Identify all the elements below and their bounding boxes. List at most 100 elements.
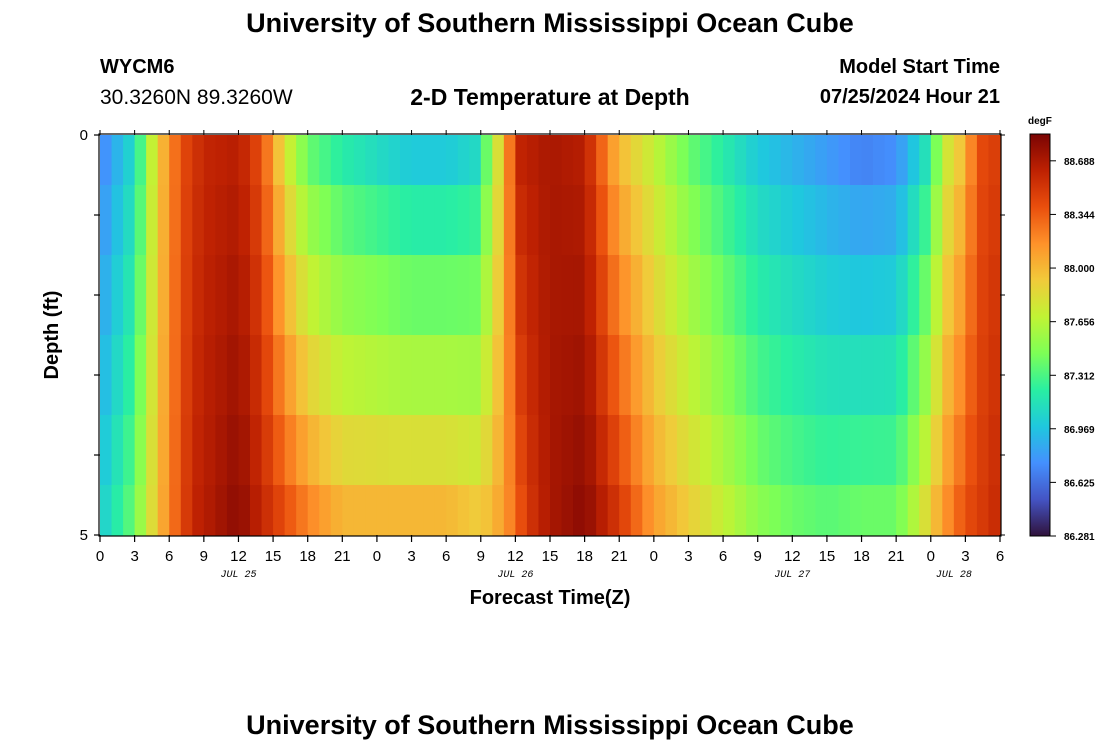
heatmap-cell <box>100 485 113 536</box>
heatmap-cell <box>226 135 240 186</box>
footer-title: University of Southern Mississippi Ocean… <box>246 710 854 740</box>
heatmap-cell <box>146 185 159 256</box>
heatmap-cell <box>930 255 943 336</box>
heatmap-cell <box>653 485 666 536</box>
heatmap-cell <box>907 335 920 416</box>
heatmap-cell <box>480 415 493 486</box>
heatmap-cell <box>388 185 401 256</box>
y-tick-label: 5 <box>80 527 88 544</box>
heatmap-cell <box>734 185 747 256</box>
heatmap-cell <box>688 335 701 416</box>
heatmap-cell <box>757 135 770 186</box>
heatmap-cell <box>134 185 147 256</box>
x-tick-label: 0 <box>650 548 658 565</box>
heatmap-cell <box>480 185 493 256</box>
heatmap-cell <box>180 185 193 256</box>
heatmap-cell <box>388 335 401 416</box>
heatmap-cell <box>192 415 205 486</box>
station-id: WYCM6 <box>100 56 175 78</box>
heatmap-cell <box>988 135 1001 186</box>
heatmap-cell <box>988 415 1001 486</box>
heatmap-cell <box>653 135 666 186</box>
heatmap-cell <box>630 135 643 186</box>
heatmap-cell <box>169 485 182 536</box>
colorbar-tick-label: 87.312 <box>1064 371 1095 382</box>
heatmap-cell <box>665 485 678 536</box>
heatmap-cell <box>561 135 574 186</box>
x-tick-label: 0 <box>927 548 935 565</box>
x-tick-label: 6 <box>442 548 450 565</box>
heatmap-cell <box>815 485 828 536</box>
heatmap-cell <box>550 185 563 256</box>
model-start-label: Model Start Time <box>839 56 1000 78</box>
heatmap-cell <box>146 415 159 486</box>
heatmap-cell <box>457 415 470 486</box>
heatmap-cell <box>526 135 540 186</box>
heatmap-cell <box>284 485 297 536</box>
heatmap-cell <box>757 415 770 486</box>
heatmap-cell <box>538 255 551 336</box>
heatmap-cell <box>250 135 263 186</box>
heatmap-cell <box>930 335 943 416</box>
heatmap-cell <box>342 135 355 186</box>
heatmap-cell <box>423 485 436 536</box>
heatmap-cell <box>307 135 320 186</box>
heatmap-cell <box>642 485 655 536</box>
heatmap-cell <box>653 415 666 486</box>
heatmap-cell <box>423 185 436 256</box>
heatmap-cell <box>861 135 874 186</box>
heatmap-cell <box>861 185 874 256</box>
x-date-label: JUL 26 <box>497 570 533 581</box>
x-tick-label: 18 <box>576 548 593 565</box>
heatmap-cell <box>711 485 724 536</box>
heatmap-cell <box>365 255 378 336</box>
heatmap-cell <box>573 415 586 486</box>
heatmap-cell <box>838 185 851 256</box>
heatmap-cell <box>873 485 886 536</box>
heatmap-cell <box>203 185 216 256</box>
x-tick-label: 12 <box>230 548 247 565</box>
heatmap-cell <box>630 335 643 416</box>
heatmap-cell <box>884 255 897 336</box>
heatmap-cell <box>953 185 966 256</box>
x-date-label: JUL 28 <box>936 570 972 581</box>
heatmap-cell <box>273 485 286 536</box>
heatmap-cell <box>746 185 759 256</box>
x-tick-label: 6 <box>996 548 1004 565</box>
heatmap-cell <box>226 335 240 416</box>
heatmap-cell <box>157 185 170 256</box>
heatmap-cell <box>457 185 470 256</box>
heatmap-cell <box>526 415 540 486</box>
y-axis: 05 <box>80 127 1005 544</box>
heatmap-cell <box>515 485 528 536</box>
y-tick-label: 0 <box>80 127 88 144</box>
heatmap-cell <box>273 415 286 486</box>
heatmap-cell <box>919 255 932 336</box>
heatmap-cell <box>884 415 897 486</box>
heatmap-cell <box>250 415 263 486</box>
heatmap-cell <box>907 185 920 256</box>
heatmap-cell <box>838 255 851 336</box>
heatmap-cell <box>365 415 378 486</box>
heatmap-cell <box>780 485 793 536</box>
heatmap-cell <box>573 185 586 256</box>
colorbar-tick-label: 86.281 <box>1064 532 1095 543</box>
heatmap-cell <box>307 185 320 256</box>
x-tick-label: 3 <box>130 548 138 565</box>
heatmap-cell <box>688 485 701 536</box>
heatmap-cell <box>203 255 216 336</box>
heatmap-cell <box>769 135 782 186</box>
heatmap-cell <box>607 415 620 486</box>
heatmap-cell <box>526 335 540 416</box>
heatmap-cell <box>261 135 274 186</box>
heatmap-cell <box>400 415 413 486</box>
colorbar-tick-label: 86.625 <box>1064 478 1095 489</box>
heatmap-cell <box>169 135 182 186</box>
heatmap-cell <box>503 185 516 256</box>
model-start-value: 07/25/2024 Hour 21 <box>819 86 1000 108</box>
heatmap-cell <box>157 335 170 416</box>
heatmap-cell <box>192 255 205 336</box>
heatmap-cell <box>688 135 701 186</box>
heatmap-cell <box>538 485 551 536</box>
heatmap-cell <box>411 185 424 256</box>
